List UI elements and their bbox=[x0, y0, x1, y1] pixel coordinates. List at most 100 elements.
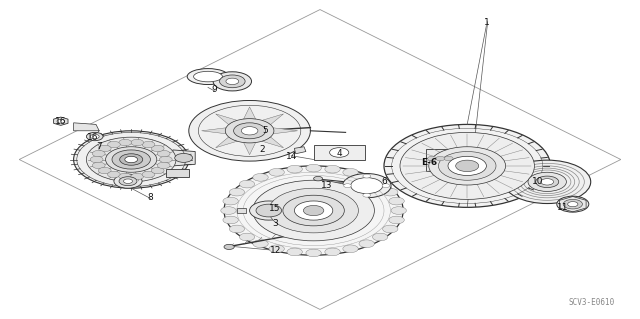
Circle shape bbox=[124, 179, 132, 183]
Text: 12: 12 bbox=[269, 246, 281, 255]
Text: 5: 5 bbox=[263, 126, 268, 135]
Circle shape bbox=[119, 173, 132, 180]
Polygon shape bbox=[262, 137, 284, 148]
Circle shape bbox=[92, 151, 105, 157]
Circle shape bbox=[372, 180, 388, 188]
Circle shape bbox=[389, 197, 404, 205]
Circle shape bbox=[325, 165, 340, 173]
Circle shape bbox=[294, 201, 333, 220]
Circle shape bbox=[557, 196, 589, 212]
Circle shape bbox=[142, 171, 155, 178]
Circle shape bbox=[151, 167, 164, 174]
Circle shape bbox=[269, 188, 358, 233]
Circle shape bbox=[253, 240, 268, 248]
Circle shape bbox=[536, 176, 559, 188]
Circle shape bbox=[359, 240, 374, 248]
Circle shape bbox=[306, 249, 321, 257]
Circle shape bbox=[343, 168, 358, 176]
Circle shape bbox=[239, 180, 255, 188]
Circle shape bbox=[303, 205, 324, 216]
Circle shape bbox=[223, 197, 238, 205]
Circle shape bbox=[74, 131, 189, 188]
Polygon shape bbox=[244, 143, 255, 155]
Circle shape bbox=[528, 172, 566, 191]
Circle shape bbox=[541, 179, 554, 185]
Polygon shape bbox=[244, 107, 255, 119]
Circle shape bbox=[504, 160, 591, 204]
Polygon shape bbox=[202, 128, 226, 134]
Circle shape bbox=[563, 199, 582, 209]
Circle shape bbox=[86, 132, 103, 141]
Circle shape bbox=[269, 245, 284, 253]
Circle shape bbox=[287, 248, 302, 256]
Circle shape bbox=[438, 152, 496, 180]
Circle shape bbox=[224, 244, 234, 249]
Text: 4: 4 bbox=[337, 149, 342, 158]
Circle shape bbox=[325, 248, 340, 256]
Circle shape bbox=[157, 151, 170, 157]
Circle shape bbox=[253, 174, 268, 181]
Circle shape bbox=[448, 156, 486, 175]
Circle shape bbox=[229, 188, 244, 196]
Circle shape bbox=[90, 156, 103, 163]
Circle shape bbox=[142, 141, 155, 148]
Polygon shape bbox=[237, 208, 246, 213]
Circle shape bbox=[108, 141, 120, 148]
Circle shape bbox=[359, 174, 374, 181]
Circle shape bbox=[351, 178, 383, 194]
Text: 6: 6 bbox=[381, 177, 387, 186]
Circle shape bbox=[239, 233, 255, 241]
Circle shape bbox=[342, 174, 391, 198]
Circle shape bbox=[224, 166, 403, 255]
Circle shape bbox=[330, 148, 349, 157]
Circle shape bbox=[269, 168, 284, 176]
Circle shape bbox=[383, 225, 398, 233]
Polygon shape bbox=[216, 137, 237, 148]
Circle shape bbox=[57, 119, 65, 123]
Circle shape bbox=[189, 100, 310, 161]
Polygon shape bbox=[216, 114, 237, 125]
Circle shape bbox=[114, 174, 142, 188]
Circle shape bbox=[344, 184, 351, 188]
Circle shape bbox=[108, 171, 120, 178]
Circle shape bbox=[112, 150, 150, 169]
Text: 16: 16 bbox=[87, 133, 99, 142]
Text: 16: 16 bbox=[55, 117, 67, 126]
Ellipse shape bbox=[187, 69, 229, 85]
Polygon shape bbox=[314, 145, 365, 160]
Circle shape bbox=[382, 184, 390, 188]
Polygon shape bbox=[262, 114, 284, 125]
Circle shape bbox=[250, 201, 288, 220]
Circle shape bbox=[157, 162, 170, 168]
Circle shape bbox=[229, 225, 244, 233]
Circle shape bbox=[226, 78, 239, 85]
Polygon shape bbox=[426, 149, 456, 171]
Circle shape bbox=[151, 145, 164, 152]
Circle shape bbox=[363, 174, 371, 178]
Polygon shape bbox=[273, 128, 298, 134]
Polygon shape bbox=[74, 123, 99, 131]
Circle shape bbox=[120, 154, 143, 165]
Circle shape bbox=[283, 195, 344, 226]
Circle shape bbox=[343, 245, 358, 253]
Circle shape bbox=[306, 164, 321, 172]
Circle shape bbox=[400, 132, 534, 199]
Circle shape bbox=[131, 173, 143, 180]
Text: 13: 13 bbox=[321, 181, 332, 189]
Circle shape bbox=[256, 204, 282, 217]
Circle shape bbox=[159, 156, 172, 163]
Text: SCV3-E0610: SCV3-E0610 bbox=[568, 298, 614, 307]
Circle shape bbox=[99, 167, 111, 174]
Circle shape bbox=[213, 72, 252, 91]
Circle shape bbox=[456, 160, 479, 172]
Text: 7: 7 bbox=[97, 142, 102, 151]
Polygon shape bbox=[294, 147, 306, 154]
Circle shape bbox=[391, 207, 406, 214]
Text: 15: 15 bbox=[269, 204, 281, 213]
Text: 1: 1 bbox=[484, 18, 489, 27]
Circle shape bbox=[131, 139, 143, 146]
Circle shape bbox=[106, 147, 157, 172]
Polygon shape bbox=[54, 117, 68, 125]
Polygon shape bbox=[166, 169, 189, 177]
Circle shape bbox=[119, 177, 137, 186]
